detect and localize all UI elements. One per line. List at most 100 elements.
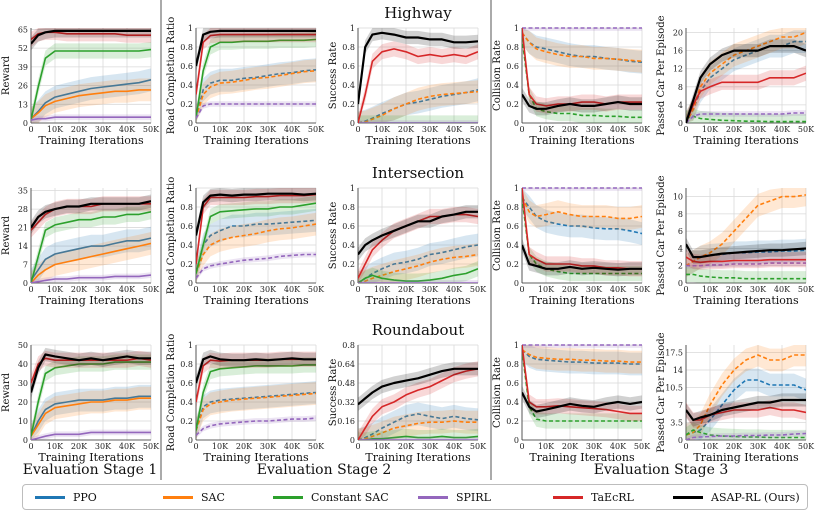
series-line-ppo	[31, 395, 151, 437]
x-tick-label: 20K	[562, 125, 579, 134]
x-tick-label: 0	[683, 442, 688, 451]
y-tick-label: 0.8	[180, 203, 193, 212]
y-tick-label: 30	[18, 379, 28, 388]
series-line-ppo	[196, 69, 316, 119]
series-line-ppo	[686, 40, 806, 123]
panel-intersection-reward: 0 10K 20K 30K 40K 50K 0 7 14 21 28 35 Training Itera…	[1, 187, 160, 307]
y-tick-label: 7	[23, 261, 28, 270]
panel-intersection-success-rate: 0 10K 20K 30K 40K 50K 0 0.2 0.4 0.6 0.8 1 Training I…	[328, 184, 487, 307]
x-tick-label: 30K	[750, 285, 767, 294]
x-axis-label: Training Iterations	[203, 134, 309, 147]
x-axis-label: Training Iterations	[203, 294, 309, 307]
series-line-spirl	[31, 431, 151, 440]
x-tick-label: 10K	[374, 285, 391, 294]
x-tick-label: 40K	[610, 442, 627, 451]
series-line-ppo	[31, 237, 151, 281]
series-line-ppo	[196, 219, 316, 274]
x-axis-label: Training Iterations	[529, 451, 635, 464]
y-tick-label: 1	[188, 341, 193, 350]
series-line-asap-rl	[31, 29, 151, 45]
series-line-asap-rl	[522, 93, 642, 110]
panel-highway-passed-car: 0 10K 20K 30K 40K 50K 0 4 8 12 16 20 Training Iterat…	[656, 15, 815, 147]
plot-area	[196, 349, 316, 440]
x-tick-label: 50K	[798, 442, 815, 451]
band-taecrl	[196, 351, 316, 410]
stage-label-1: Evaluation Stage 1	[23, 462, 157, 478]
series-line-asap-rl	[196, 355, 316, 384]
x-tick-label: 30K	[260, 285, 277, 294]
series-line-taecrl	[358, 368, 478, 440]
y-tick-label: 4	[678, 244, 683, 253]
y-tick-label: 0.8	[506, 360, 519, 369]
x-tick-label: 50K	[143, 125, 160, 134]
series-line-constant-sac	[522, 37, 642, 119]
y-tick-label: 4	[678, 101, 683, 110]
plot-area	[686, 188, 806, 283]
x-axis-label: Training Iterations	[693, 451, 799, 464]
legend-label-ppo: PPO	[73, 490, 97, 504]
plot-area	[196, 28, 316, 123]
y-tick-label: 8	[678, 210, 683, 219]
y-tick-label: 10	[673, 193, 683, 202]
x-axis-label: Training Iterations	[203, 451, 309, 464]
series-line-taecrl	[358, 48, 478, 123]
band-asap-rl	[522, 238, 642, 277]
y-tick-label: 1	[350, 184, 355, 193]
band-sac	[686, 345, 806, 440]
x-tick-label: 0	[28, 442, 33, 451]
series-line-asap-rl	[358, 367, 478, 406]
band-asap-rl	[522, 87, 642, 116]
band-sac	[358, 243, 478, 283]
band-asap-rl	[522, 385, 642, 419]
y-tick-label: 0.2	[180, 417, 193, 426]
y-tick-label: 0.4	[180, 81, 193, 90]
x-tick-label: 0	[193, 125, 198, 134]
y-axis-label: Collision Rate	[492, 40, 503, 111]
y-tick-label: 0.2	[506, 260, 519, 269]
series-line-constant-sac	[522, 349, 642, 422]
legend-item-constant-sac: Constant SAC	[273, 489, 389, 505]
panel-intersection-passed-car: 0 10K 20K 30K 40K 50K 0 2 4 6 8 10 Training Iteratio…	[656, 175, 815, 307]
y-tick-label: 0.6	[506, 62, 519, 71]
y-tick-label: 13	[18, 100, 28, 109]
x-tick-label: 40K	[774, 285, 791, 294]
x-tick-label: 0	[355, 125, 360, 134]
x-tick-label: 30K	[586, 442, 603, 451]
x-tick-label: 50K	[143, 285, 160, 294]
x-tick-label: 50K	[798, 125, 815, 134]
y-tick-label: 3.5	[670, 419, 683, 428]
legend-label-asap-rl: ASAP-RL (Ours)	[711, 490, 800, 504]
x-tick-label: 30K	[260, 125, 277, 134]
series-line-asap-rl	[522, 244, 642, 271]
y-tick-label: 0	[514, 436, 519, 445]
y-tick-label: 14	[18, 242, 28, 251]
scenario-title-highway: Highway	[384, 4, 452, 22]
series-line-sac	[358, 90, 478, 123]
x-tick-label: 10K	[538, 285, 555, 294]
band-taecrl	[522, 188, 642, 277]
legend-item-ppo: PPO	[35, 489, 97, 505]
x-tick-label: 10K	[538, 125, 555, 134]
y-tick-label: 0.16	[337, 417, 355, 426]
y-tick-label: 2	[678, 262, 683, 271]
x-axis-label: Training Iterations	[693, 294, 799, 307]
y-tick-label: 0	[514, 279, 519, 288]
y-tick-label: 0.2	[342, 100, 355, 109]
panel-intersection-collision-rate: 0 10K 20K 30K 40K 50K 0 0.2 0.4 0.6 0.8 1 Training I…	[492, 184, 651, 307]
panel-highway-success-rate: 0 10K 20K 30K 40K 50K 0 0.2 0.4 0.6 0.8 1 Training I…	[328, 24, 487, 147]
x-tick-label: 20K	[71, 442, 88, 451]
band-ppo	[522, 28, 642, 74]
y-tick-label: 21	[18, 224, 28, 233]
series-line-constant-sac	[358, 268, 478, 283]
panel-highway-road-completion: 0 10K 20K 30K 40K 50K 0 0.2 0.4 0.6 0.8 1 Training I…	[166, 17, 325, 147]
series-line-spirl	[31, 116, 151, 121]
y-tick-label: 0.8	[342, 43, 355, 52]
band-sac	[522, 345, 642, 374]
band-ppo	[686, 368, 806, 440]
y-tick-label: 0.32	[337, 398, 355, 407]
panel-roundabout-passed-car: 0 10K 20K 30K 40K 50K 0 3.5 7 10.5 14 17.5 Training …	[656, 332, 815, 464]
x-tick-label: 30K	[750, 442, 767, 451]
y-tick-label: 0.64	[337, 360, 355, 369]
x-tick-label: 20K	[71, 285, 88, 294]
y-tick-label: 0.2	[180, 260, 193, 269]
